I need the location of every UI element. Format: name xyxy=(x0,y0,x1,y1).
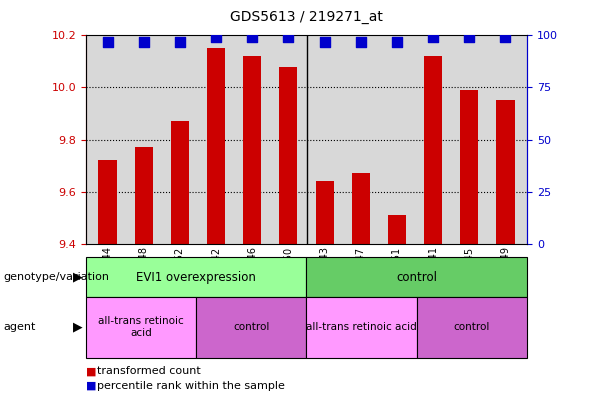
Text: control: control xyxy=(397,270,437,284)
Bar xyxy=(280,66,297,244)
Text: ▶: ▶ xyxy=(73,321,83,334)
Point xyxy=(320,39,330,45)
Bar xyxy=(207,48,225,244)
Text: GDS5613 / 219271_at: GDS5613 / 219271_at xyxy=(230,10,383,24)
Bar xyxy=(460,90,478,244)
Text: ■: ■ xyxy=(86,366,96,376)
Point xyxy=(211,34,221,40)
Bar xyxy=(306,297,417,358)
Bar xyxy=(86,297,196,358)
Text: percentile rank within the sample: percentile rank within the sample xyxy=(97,381,284,391)
Bar xyxy=(306,257,527,297)
Text: EVI1 overexpression: EVI1 overexpression xyxy=(136,270,256,284)
Text: genotype/variation: genotype/variation xyxy=(3,272,109,282)
Bar xyxy=(352,173,370,244)
Bar xyxy=(243,56,261,244)
Point xyxy=(392,39,402,45)
Bar xyxy=(497,101,514,244)
Text: all-trans retinoic acid: all-trans retinoic acid xyxy=(306,322,417,332)
Bar xyxy=(135,147,153,244)
Text: ▶: ▶ xyxy=(73,270,83,284)
Bar xyxy=(388,215,406,244)
Bar xyxy=(171,121,189,244)
Text: all-trans retinoic
acid: all-trans retinoic acid xyxy=(98,316,184,338)
Point xyxy=(428,34,438,40)
Text: ■: ■ xyxy=(86,381,96,391)
Point xyxy=(247,34,257,40)
Point xyxy=(465,34,474,40)
Bar xyxy=(99,160,116,244)
Bar xyxy=(86,257,306,297)
Point xyxy=(501,34,511,40)
Text: agent: agent xyxy=(3,322,36,332)
Bar xyxy=(417,297,527,358)
Text: control: control xyxy=(233,322,270,332)
Point xyxy=(139,39,148,45)
Point xyxy=(356,39,366,45)
Bar xyxy=(316,181,333,244)
Text: control: control xyxy=(454,322,490,332)
Bar xyxy=(196,297,306,358)
Point xyxy=(283,34,293,40)
Text: transformed count: transformed count xyxy=(97,366,200,376)
Bar xyxy=(424,56,442,244)
Point xyxy=(175,39,185,45)
Point xyxy=(102,39,112,45)
